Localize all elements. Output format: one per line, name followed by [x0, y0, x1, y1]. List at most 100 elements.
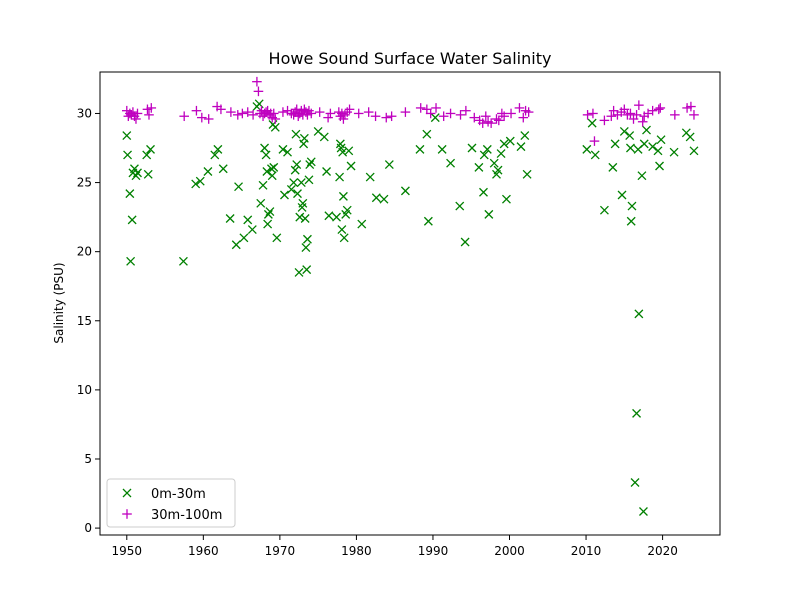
data-point-0-30m [496, 149, 506, 159]
data-point-0-30m [627, 201, 637, 211]
x-marker-stroke [231, 240, 241, 250]
data-point-30-100m [606, 111, 617, 122]
data-point-0-30m [637, 171, 647, 181]
data-point-0-30m [685, 132, 695, 142]
data-point-30-100m [637, 116, 648, 127]
data-point-0-30m [293, 189, 302, 199]
data-point-0-30m [322, 167, 332, 176]
data-point-0-30m [522, 169, 532, 179]
data-point-0-30m [262, 167, 272, 176]
data-point-0-30m [516, 142, 526, 152]
data-point-0-30m [484, 209, 494, 219]
data-point-0-30m [129, 164, 139, 174]
data-point-0-30m [371, 193, 381, 203]
data-point-30-100m [132, 108, 143, 119]
data-point-30-100m [499, 111, 509, 122]
x-marker-stroke [610, 139, 620, 149]
x-marker-stroke [210, 150, 220, 160]
data-point-0-30m [415, 144, 425, 154]
x-marker-stroke [306, 157, 316, 167]
data-point-0-30m [632, 408, 642, 418]
data-point-0-30m [133, 168, 142, 178]
data-point-0-30m [332, 212, 341, 222]
x-marker-stroke [305, 160, 315, 170]
x-marker-stroke [479, 150, 489, 160]
data-point-0-30m [263, 219, 273, 229]
data-point-30-100m [325, 108, 336, 119]
x-marker-stroke [267, 171, 277, 181]
data-point-0-30m [270, 122, 280, 132]
data-point-0-30m [231, 240, 241, 250]
data-point-0-30m [210, 150, 220, 160]
data-point-30-100m [252, 76, 262, 87]
x-marker-stroke [254, 99, 264, 109]
x-marker-stroke [336, 143, 346, 153]
x-marker-stroke [437, 144, 447, 154]
data-point-0-30m [286, 185, 296, 194]
data-point-0-30m [608, 162, 618, 172]
data-point-0-30m [218, 164, 228, 174]
x-marker-stroke [263, 219, 273, 229]
x-marker-stroke [637, 171, 647, 181]
axes-frame [99, 71, 721, 536]
x-marker-stroke [619, 126, 629, 136]
data-point-0-30m [455, 201, 465, 211]
x-marker-stroke [642, 125, 651, 135]
data-point-0-30m [261, 150, 271, 160]
data-point-30-100m [523, 107, 534, 117]
data-point-0-30m [142, 150, 152, 160]
data-point-30-100m [344, 104, 355, 115]
data-point-0-30m [319, 132, 329, 142]
x-marker-stroke [332, 212, 341, 222]
x-marker-stroke [270, 122, 280, 132]
x-marker-stroke [243, 215, 253, 225]
legend-box [106, 478, 236, 528]
data-point-0-30m [280, 190, 289, 200]
data-point-0-30m [335, 172, 345, 182]
data-point-0-30m [126, 256, 136, 266]
x-marker-stroke [213, 144, 223, 154]
data-point-0-30m [122, 131, 132, 141]
x-marker-stroke [648, 142, 658, 152]
data-point-0-30m [195, 176, 205, 186]
data-point-30-100m [370, 111, 381, 122]
plot-area [100, 72, 720, 535]
x-marker-stroke [625, 131, 635, 141]
x-marker-stroke [669, 147, 679, 157]
data-point-30-100m [425, 108, 436, 119]
data-point-0-30m [689, 146, 699, 156]
x-marker-stroke [247, 225, 257, 235]
x-marker-stroke [299, 133, 309, 143]
x-tick-label: 1990 [418, 544, 449, 558]
x-marker-stroke [617, 190, 627, 200]
data-point-30-100m [631, 110, 642, 120]
x-marker-stroke [265, 207, 275, 217]
x-marker-stroke [178, 256, 188, 266]
x-marker-stroke [261, 150, 271, 160]
data-point-0-30m [505, 136, 515, 146]
x-marker-stroke [295, 212, 305, 222]
x-marker-stroke [346, 161, 356, 171]
x-marker-stroke [625, 143, 635, 153]
data-point-30-100m [469, 112, 480, 123]
data-point-0-30m [587, 118, 597, 128]
data-point-0-30m [267, 171, 277, 181]
x-marker-stroke [422, 129, 432, 139]
x-marker-stroke [203, 167, 213, 176]
x-marker-stroke [337, 225, 347, 235]
data-point-30-100m [270, 114, 281, 124]
x-tick-label: 1950 [112, 544, 143, 558]
x-marker-stroke [342, 205, 352, 215]
x-marker-stroke [302, 265, 312, 275]
data-point-30-100m [415, 103, 426, 113]
data-point-30-100m [461, 105, 471, 116]
chart-title: Howe Sound Surface Water Salinity [269, 49, 552, 68]
data-point-0-30m [501, 194, 511, 204]
x-marker-stroke [371, 193, 381, 203]
data-point-0-30m [617, 190, 627, 200]
data-point-30-100m [493, 115, 504, 126]
x-marker-stroke [283, 147, 292, 157]
x-marker-stroke [608, 162, 618, 172]
data-point-0-30m [638, 507, 648, 516]
x-marker-stroke [258, 180, 268, 190]
